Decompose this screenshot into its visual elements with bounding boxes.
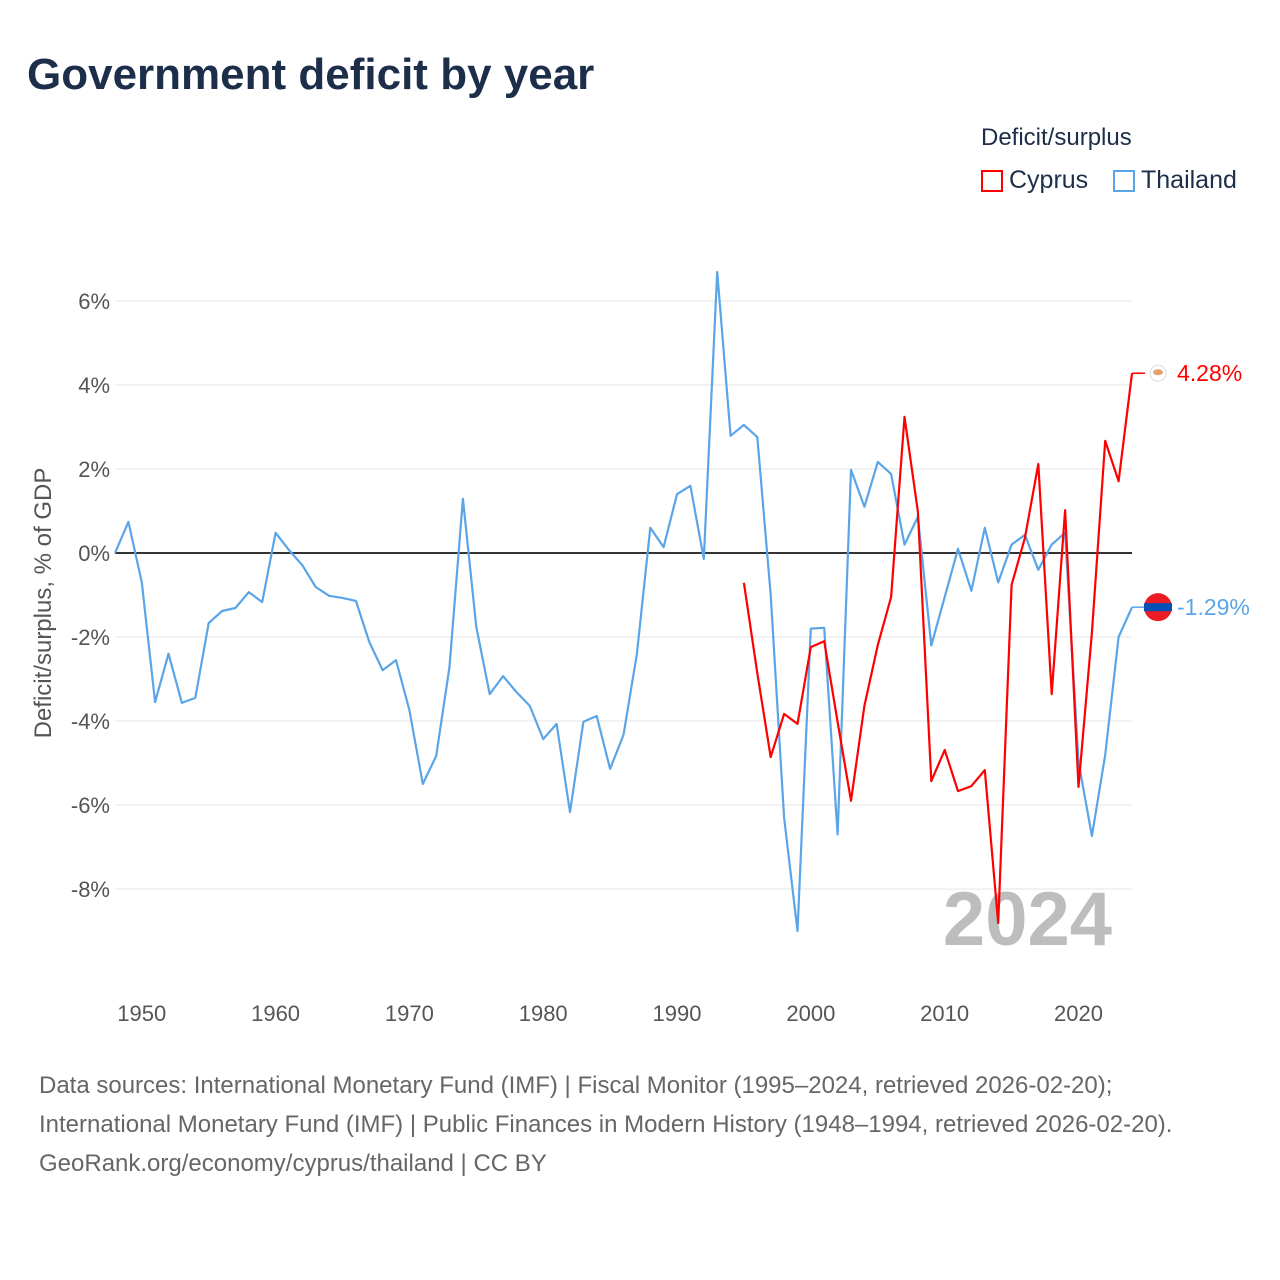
flag-map (1153, 369, 1163, 376)
series-line-thailand (113, 270, 1134, 933)
data-sources: Data sources: International Monetary Fun… (39, 1072, 1173, 1138)
x-tick-label: 1990 (653, 1001, 702, 1026)
chart-title: Government deficit by year (27, 50, 595, 99)
x-tick-label: 2020 (1054, 1001, 1103, 1026)
legend-item-cyprus[interactable]: Cyprus (981, 166, 1088, 195)
x-tick-label: 2010 (920, 1001, 969, 1026)
year-watermark: 2024 (943, 877, 1112, 962)
y-tick-label: -4% (71, 709, 110, 734)
y-tick-label: 6% (78, 289, 110, 314)
y-tick-label: 0% (78, 541, 110, 566)
x-tick-label: 2000 (786, 1001, 835, 1026)
legend-title: Deficit/surplus (981, 124, 1132, 151)
end-label-cyprus: 4.28% (1177, 360, 1242, 386)
y-tick-label: 4% (78, 373, 110, 398)
flag-stripe (1144, 603, 1172, 612)
y-tick-label: 2% (78, 457, 110, 482)
end-label-thailand: -1.29% (1177, 594, 1250, 620)
x-tick-label: 1960 (251, 1001, 300, 1026)
legend-swatch-cyprus (981, 169, 1003, 192)
y-tick-label: -8% (71, 877, 110, 902)
y-tick-label: -6% (71, 793, 110, 818)
legend-label: Cyprus (1009, 166, 1089, 194)
footer: Data sources: International Monetary Fun… (39, 1066, 1239, 1183)
x-tick-label: 1950 (117, 1001, 166, 1026)
y-axis-label: Deficit/surplus, % of GDP (30, 468, 57, 739)
x-tick-label: 1970 (385, 1001, 434, 1026)
credit-link[interactable]: GeoRank.org/economy/cyprus/thailand | CC… (39, 1150, 547, 1177)
y-tick-label: -2% (71, 625, 110, 650)
legend-label: Thailand (1141, 166, 1237, 194)
legend-swatch-thailand (1113, 169, 1135, 192)
legend-item-thailand[interactable]: Thailand (1113, 166, 1237, 195)
x-tick-label: 1980 (519, 1001, 568, 1026)
series-line-cyprus (742, 373, 1134, 925)
